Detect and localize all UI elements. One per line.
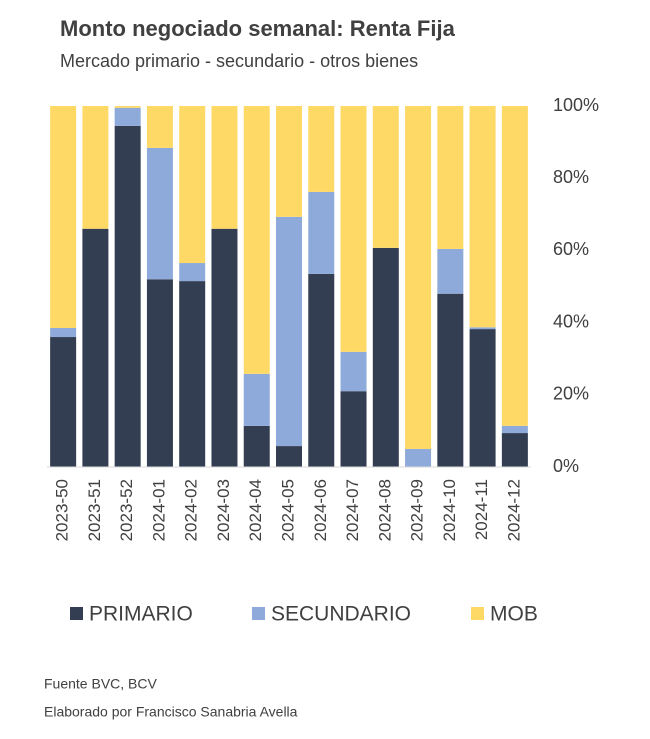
legend-swatch <box>70 607 83 620</box>
bar-segment <box>308 191 335 274</box>
legend-label: SECUNDARIO <box>271 603 411 626</box>
bar-segment <box>469 327 496 330</box>
bar-segment <box>501 106 528 426</box>
bar-segment <box>179 281 206 467</box>
legend-swatch <box>252 607 265 620</box>
bar-segment <box>372 247 399 467</box>
bar-segment <box>179 263 206 282</box>
bar-segment <box>50 106 77 329</box>
bar-segment <box>114 125 141 467</box>
bar-segment <box>308 273 335 467</box>
bar-segment <box>276 106 302 217</box>
bar-segment <box>437 293 464 467</box>
x-tick-label: 2023-52 <box>117 479 136 541</box>
chart-subtitle: Mercado primario - secundario - otros bi… <box>60 51 418 71</box>
x-tick-label: 2024-06 <box>311 479 330 541</box>
x-tick-label: 2024-01 <box>149 479 168 541</box>
bar-segment <box>276 446 302 467</box>
bar-segment <box>501 433 528 467</box>
y-tick-label: 0% <box>553 456 579 476</box>
bar-segment <box>243 373 270 426</box>
bar-segment <box>372 106 399 248</box>
x-tick-label: 2024-10 <box>440 479 459 541</box>
bar-segment <box>340 351 367 392</box>
x-tick-label: 2024-02 <box>182 479 201 541</box>
y-tick-label: 60% <box>553 239 589 259</box>
x-tick-label: 2024-04 <box>246 479 265 541</box>
bar-segment <box>405 448 432 467</box>
bar-segment <box>50 328 77 338</box>
bar-segment <box>340 391 367 467</box>
bar-segment <box>437 248 464 294</box>
author-note: Elaborado por Francisco Sanabria Avella <box>44 704 298 720</box>
chart-title: Monto negociado semanal: Renta Fija <box>60 16 456 41</box>
bar-segment <box>211 228 238 467</box>
x-tick-label: 2024-11 <box>472 479 491 540</box>
bar-segment <box>437 106 464 249</box>
x-tick-label: 2024-07 <box>343 479 362 541</box>
bar-segment <box>501 425 528 434</box>
bar-segment <box>82 106 109 229</box>
bar-segment <box>50 337 77 467</box>
bar-segment <box>243 425 270 467</box>
bar-segment <box>469 329 496 467</box>
source-note: Fuente BVC, BCV <box>44 676 157 692</box>
bar-segment <box>211 106 238 229</box>
bar-segment <box>179 106 206 264</box>
x-tick-label: 2024-12 <box>504 479 523 541</box>
bar-segment <box>243 106 270 374</box>
x-tick-label: 2024-08 <box>375 479 394 541</box>
bar-segment <box>308 106 335 192</box>
legend-label: PRIMARIO <box>89 603 193 626</box>
x-tick-label: 2024-03 <box>214 479 233 541</box>
x-tick-label: 2024-05 <box>278 479 297 541</box>
bar-segment <box>114 107 141 126</box>
x-tick-label: 2023-51 <box>85 479 104 541</box>
bar-segment <box>146 147 173 280</box>
x-tick-label: 2023-50 <box>53 479 72 541</box>
legend-label: MOB <box>490 603 538 626</box>
y-tick-label: 80% <box>553 167 589 187</box>
bar-segment <box>146 279 173 467</box>
legend-swatch <box>471 607 484 620</box>
y-tick-label: 40% <box>553 311 589 331</box>
bar-segment <box>146 106 173 148</box>
x-tick-label: 2024-09 <box>408 479 427 541</box>
bar-segment <box>340 106 367 352</box>
bar-segment <box>469 106 496 328</box>
bar-segment <box>114 106 141 108</box>
bar-segment <box>276 216 302 447</box>
bar-segment <box>405 106 432 449</box>
bar-segment <box>82 228 109 467</box>
y-tick-label: 20% <box>553 384 589 404</box>
y-tick-label: 100% <box>553 95 599 115</box>
